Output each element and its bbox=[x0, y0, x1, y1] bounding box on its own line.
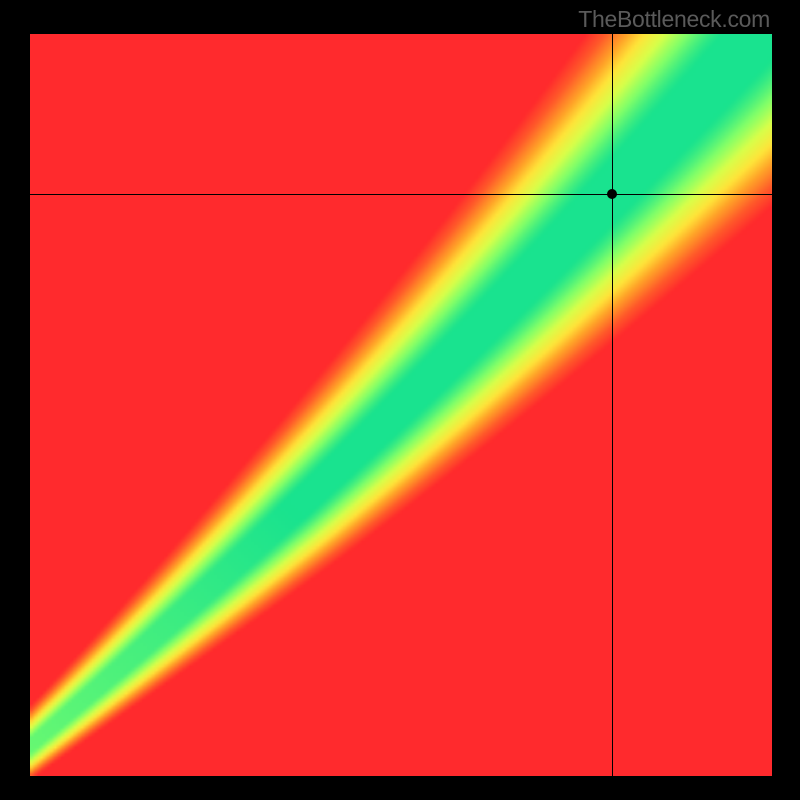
crosshair-horizontal bbox=[30, 194, 772, 195]
chart-root: TheBottleneck.com bbox=[0, 0, 800, 800]
watermark-text: TheBottleneck.com bbox=[578, 6, 770, 33]
crosshair-vertical bbox=[612, 34, 613, 776]
crosshair-marker-dot bbox=[607, 189, 617, 199]
bottleneck-heatmap bbox=[30, 34, 772, 776]
